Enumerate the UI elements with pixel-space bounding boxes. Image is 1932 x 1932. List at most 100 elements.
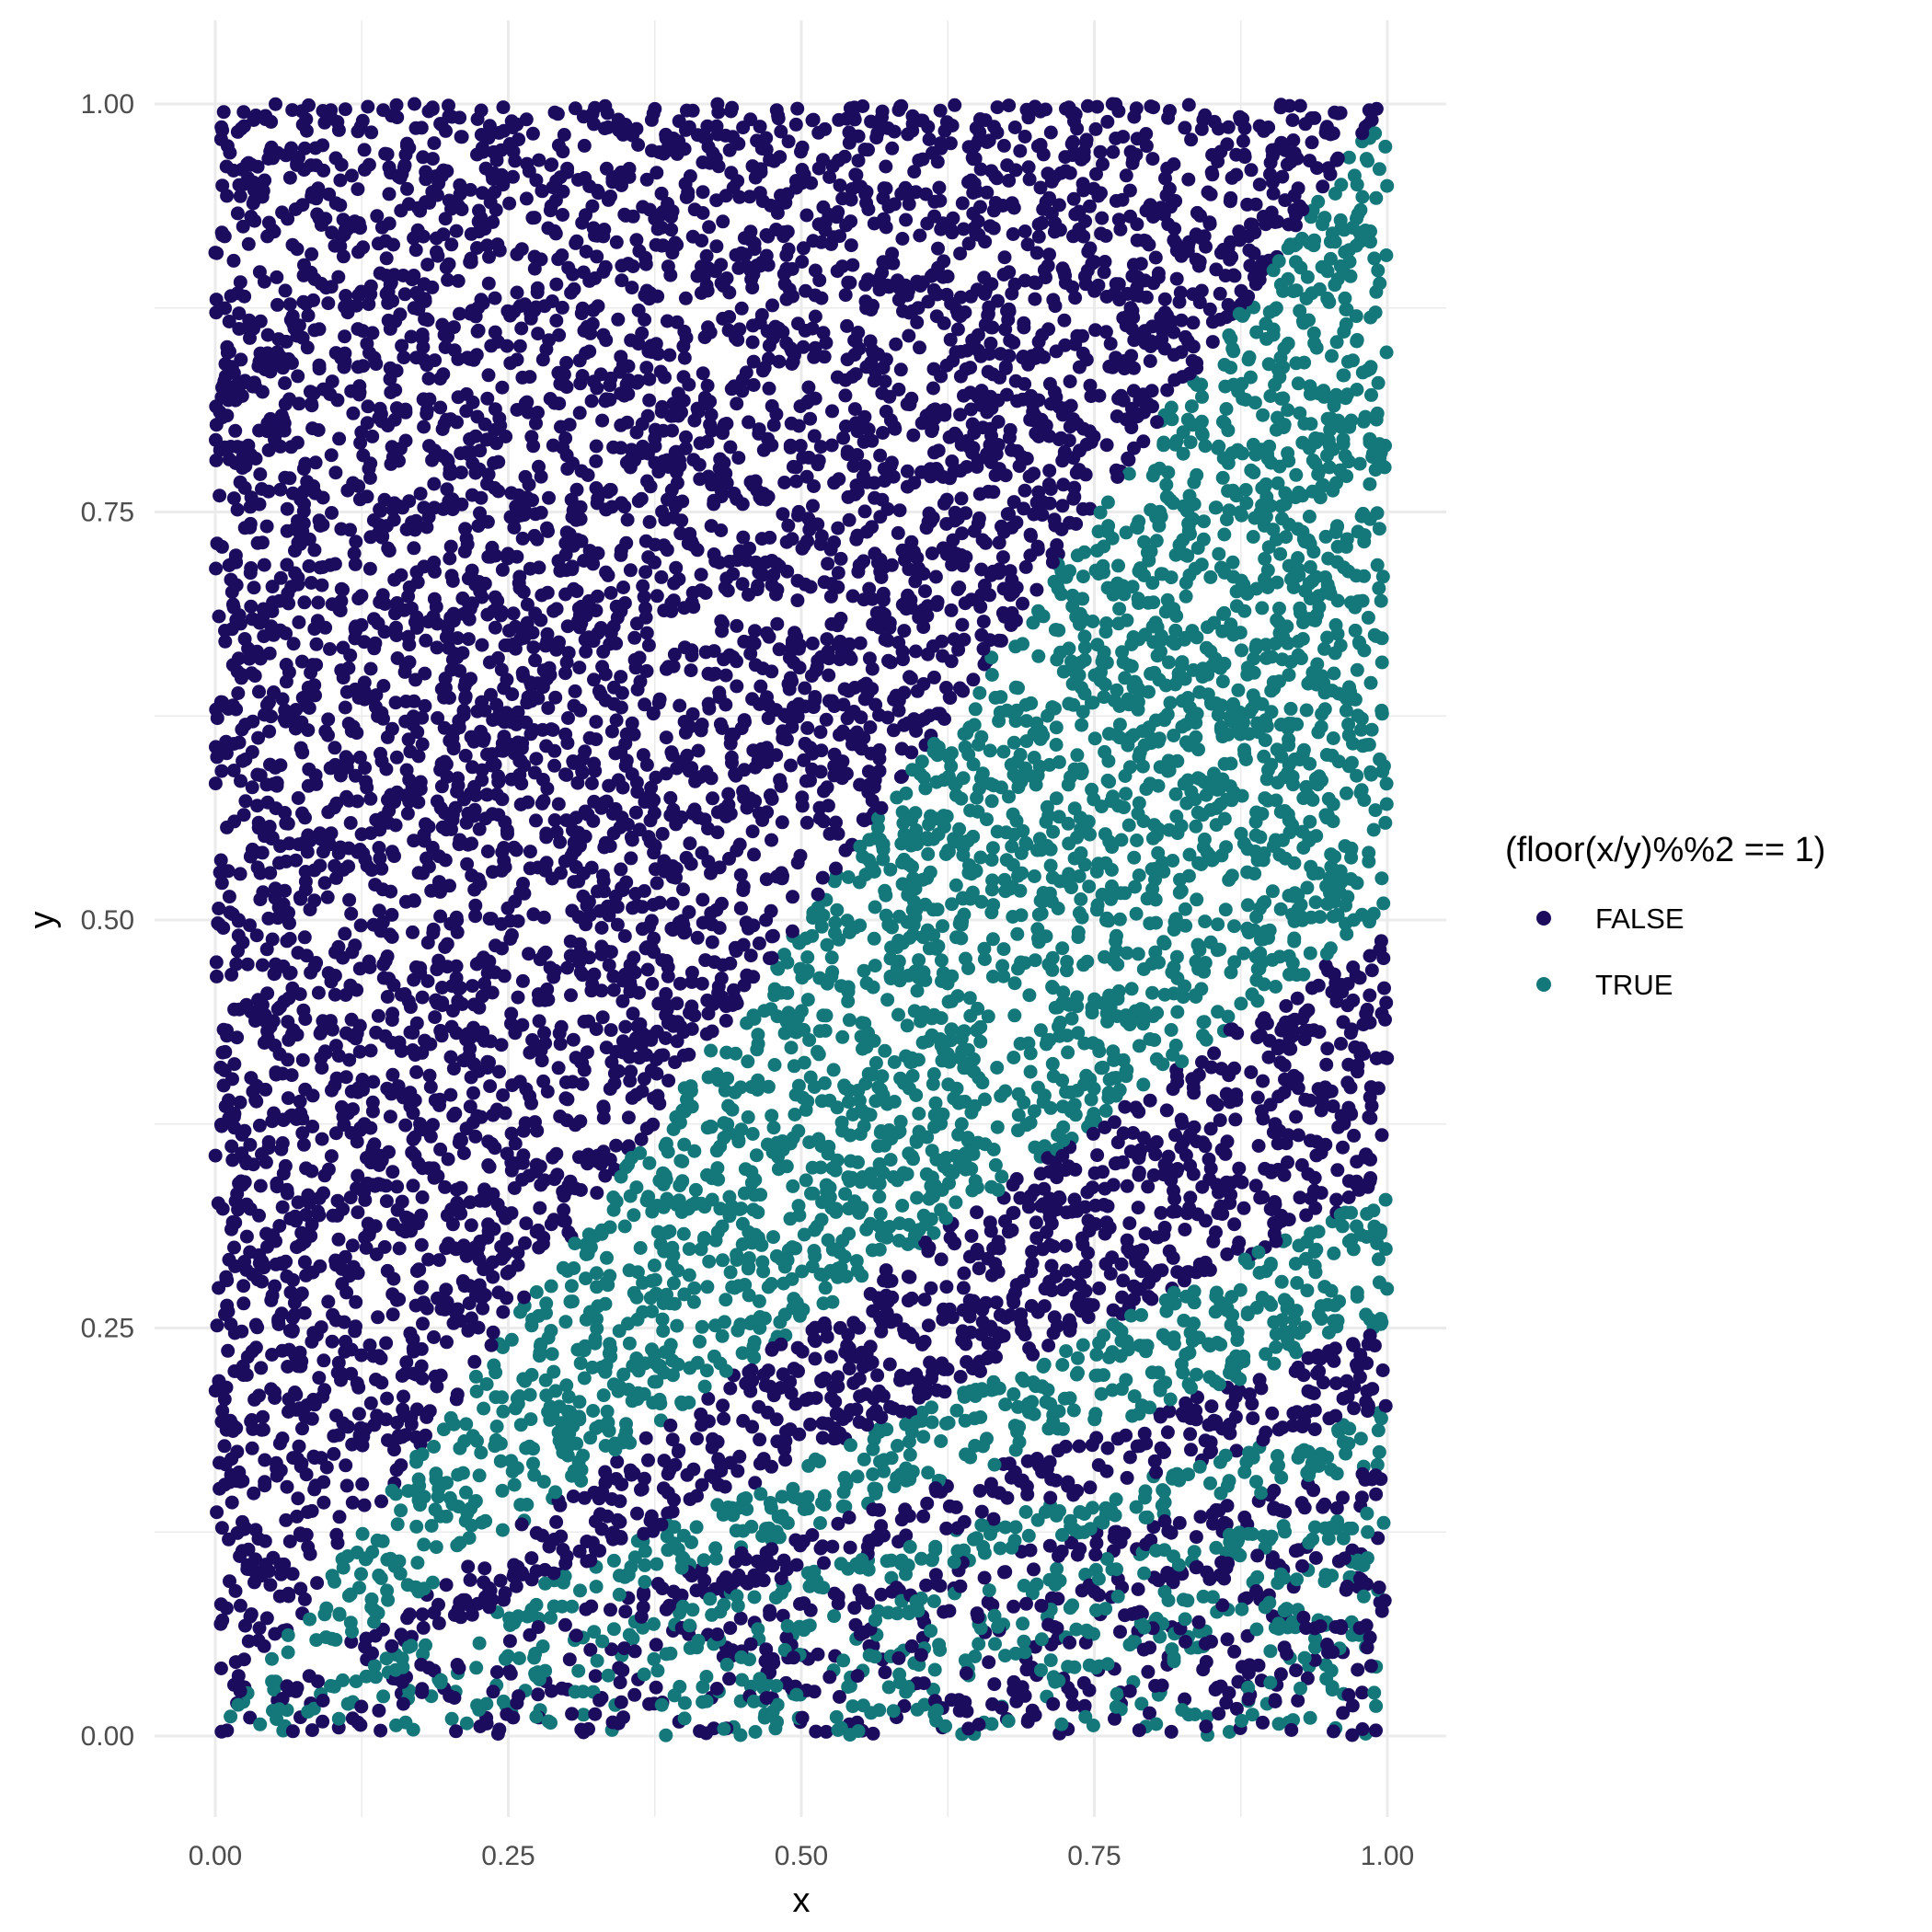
point-false [230, 502, 245, 517]
point-false [838, 843, 853, 857]
point-true [1240, 898, 1255, 913]
point-false [936, 649, 950, 663]
point-false [544, 722, 558, 737]
point-false [690, 930, 705, 945]
point-false [899, 213, 914, 227]
point-false [790, 101, 805, 116]
point-false [222, 890, 236, 904]
point-true [1089, 1347, 1104, 1362]
point-false [747, 847, 761, 862]
point-true [892, 1216, 907, 1231]
point-true [512, 1651, 526, 1665]
point-false [380, 990, 395, 1004]
point-true [612, 1587, 627, 1602]
point-false [610, 1455, 625, 1469]
point-false [1166, 1570, 1180, 1584]
point-true [895, 1199, 910, 1213]
point-true [1371, 375, 1386, 390]
point-true [1296, 967, 1311, 982]
point-false [344, 906, 359, 921]
point-false [1327, 1724, 1340, 1739]
point-false [654, 569, 669, 584]
point-false [895, 232, 910, 246]
point-true [851, 1155, 865, 1169]
point-false [1016, 596, 1029, 611]
point-true [1105, 531, 1120, 546]
point-false [1109, 132, 1123, 145]
point-false [1043, 125, 1058, 140]
point-false [299, 1527, 314, 1542]
point-false [908, 644, 923, 659]
point-false [923, 1355, 937, 1370]
point-false [1166, 1082, 1180, 1097]
point-true [1246, 530, 1260, 544]
point-true [985, 932, 1000, 947]
point-false [440, 769, 454, 784]
point-false [218, 634, 233, 649]
point-false [588, 1669, 603, 1684]
point-false [489, 938, 502, 953]
point-false [1056, 477, 1071, 492]
point-false [583, 1642, 598, 1657]
point-false [1088, 1547, 1103, 1562]
point-true [699, 1670, 714, 1684]
point-false [882, 1357, 897, 1372]
point-true [1215, 674, 1230, 689]
point-false [353, 1718, 368, 1732]
point-true [1368, 305, 1383, 320]
point-false [1329, 1501, 1344, 1515]
point-true [1219, 402, 1234, 416]
point-true [930, 903, 945, 917]
point-false [395, 1369, 409, 1383]
point-false [1041, 1339, 1056, 1352]
point-false [843, 1540, 857, 1555]
point-true [577, 1371, 592, 1386]
point-false [364, 125, 379, 140]
point-true [1308, 613, 1323, 627]
point-false [1162, 1404, 1177, 1419]
point-true [1180, 1593, 1195, 1608]
point-true [972, 1637, 986, 1651]
point-false [454, 1133, 468, 1148]
point-true [1209, 1540, 1224, 1555]
point-false [868, 490, 882, 505]
point-false [1057, 313, 1072, 328]
point-false [301, 778, 316, 793]
point-false [281, 1091, 295, 1106]
point-false [1006, 1599, 1021, 1614]
point-false [1363, 1090, 1377, 1105]
point-false [1083, 1480, 1098, 1495]
point-false [374, 1494, 388, 1509]
point-true [600, 1250, 614, 1265]
point-true [394, 1503, 408, 1518]
point-false [262, 646, 277, 661]
point-false [618, 1019, 633, 1034]
point-true [926, 832, 940, 846]
point-true [682, 1268, 696, 1282]
point-false [1305, 135, 1319, 150]
point-false [1293, 1190, 1307, 1205]
point-false [310, 1576, 325, 1591]
point-false [879, 159, 893, 174]
point-true [1062, 641, 1076, 656]
point-false [214, 1724, 229, 1739]
point-true [949, 878, 963, 892]
point-false [639, 361, 654, 375]
point-false [673, 976, 687, 991]
point-false [280, 1479, 294, 1494]
point-false [996, 138, 1011, 153]
point-false [345, 1437, 360, 1452]
point-false [433, 372, 447, 386]
point-false [330, 1535, 345, 1550]
point-false [417, 420, 431, 434]
point-false [531, 327, 546, 341]
point-false [312, 1371, 327, 1386]
point-false [577, 138, 592, 153]
point-true [1049, 720, 1064, 735]
point-false [1229, 1701, 1244, 1716]
point-false [910, 315, 925, 329]
point-true [1281, 336, 1295, 351]
point-false [580, 1045, 594, 1060]
point-true [590, 1653, 604, 1668]
point-true [1379, 776, 1394, 791]
